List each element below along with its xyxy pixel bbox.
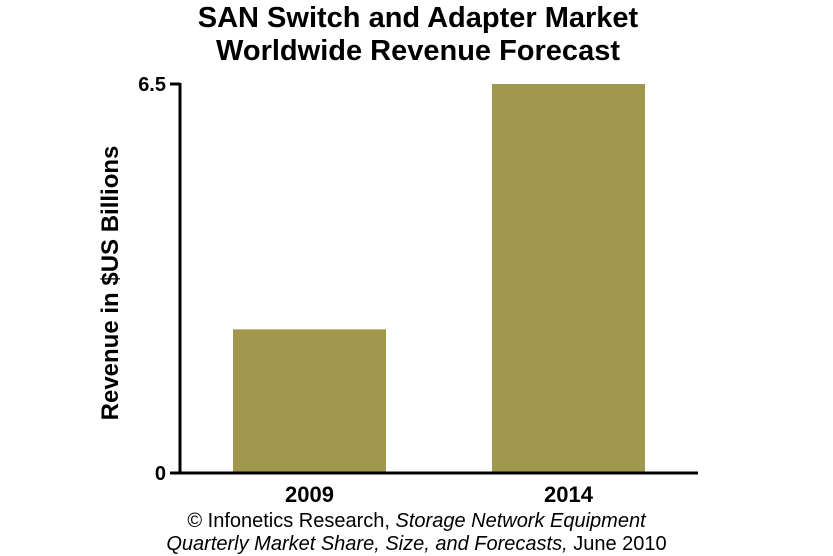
y-tick-label-6.5: 6.5 [138,74,166,96]
y-tick-label-0: 0 [155,463,166,485]
credit-date: June 2010 [567,533,667,555]
credit-report-title-part-1: Storage Network Equipment [395,510,646,532]
x-tick-label-2009: 2009 [285,482,334,507]
credit-report-title-part-2: Quarterly Market Share, Size, and Foreca… [166,533,568,555]
source-credit-line-2: Quarterly Market Share, Size, and Foreca… [0,533,833,556]
bar-2009 [233,329,386,473]
bar-chart: SAN Switch and Adapter Market Worldwide … [97,2,698,507]
y-axis-label: Revenue in $US Billions [97,146,124,421]
credit-prefix: © Infonetics Research, [187,510,396,532]
source-credit-line-1: © Infonetics Research, Storage Network E… [0,510,833,533]
x-tick-label-2014: 2014 [544,482,594,507]
plot-area: 2009 2014 0 6.5 [138,74,698,507]
chart-title-line-1: SAN Switch and Adapter Market [198,2,639,34]
bar-2014 [492,84,645,473]
chart-title-line-2: Worldwide Revenue Forecast [216,35,620,67]
